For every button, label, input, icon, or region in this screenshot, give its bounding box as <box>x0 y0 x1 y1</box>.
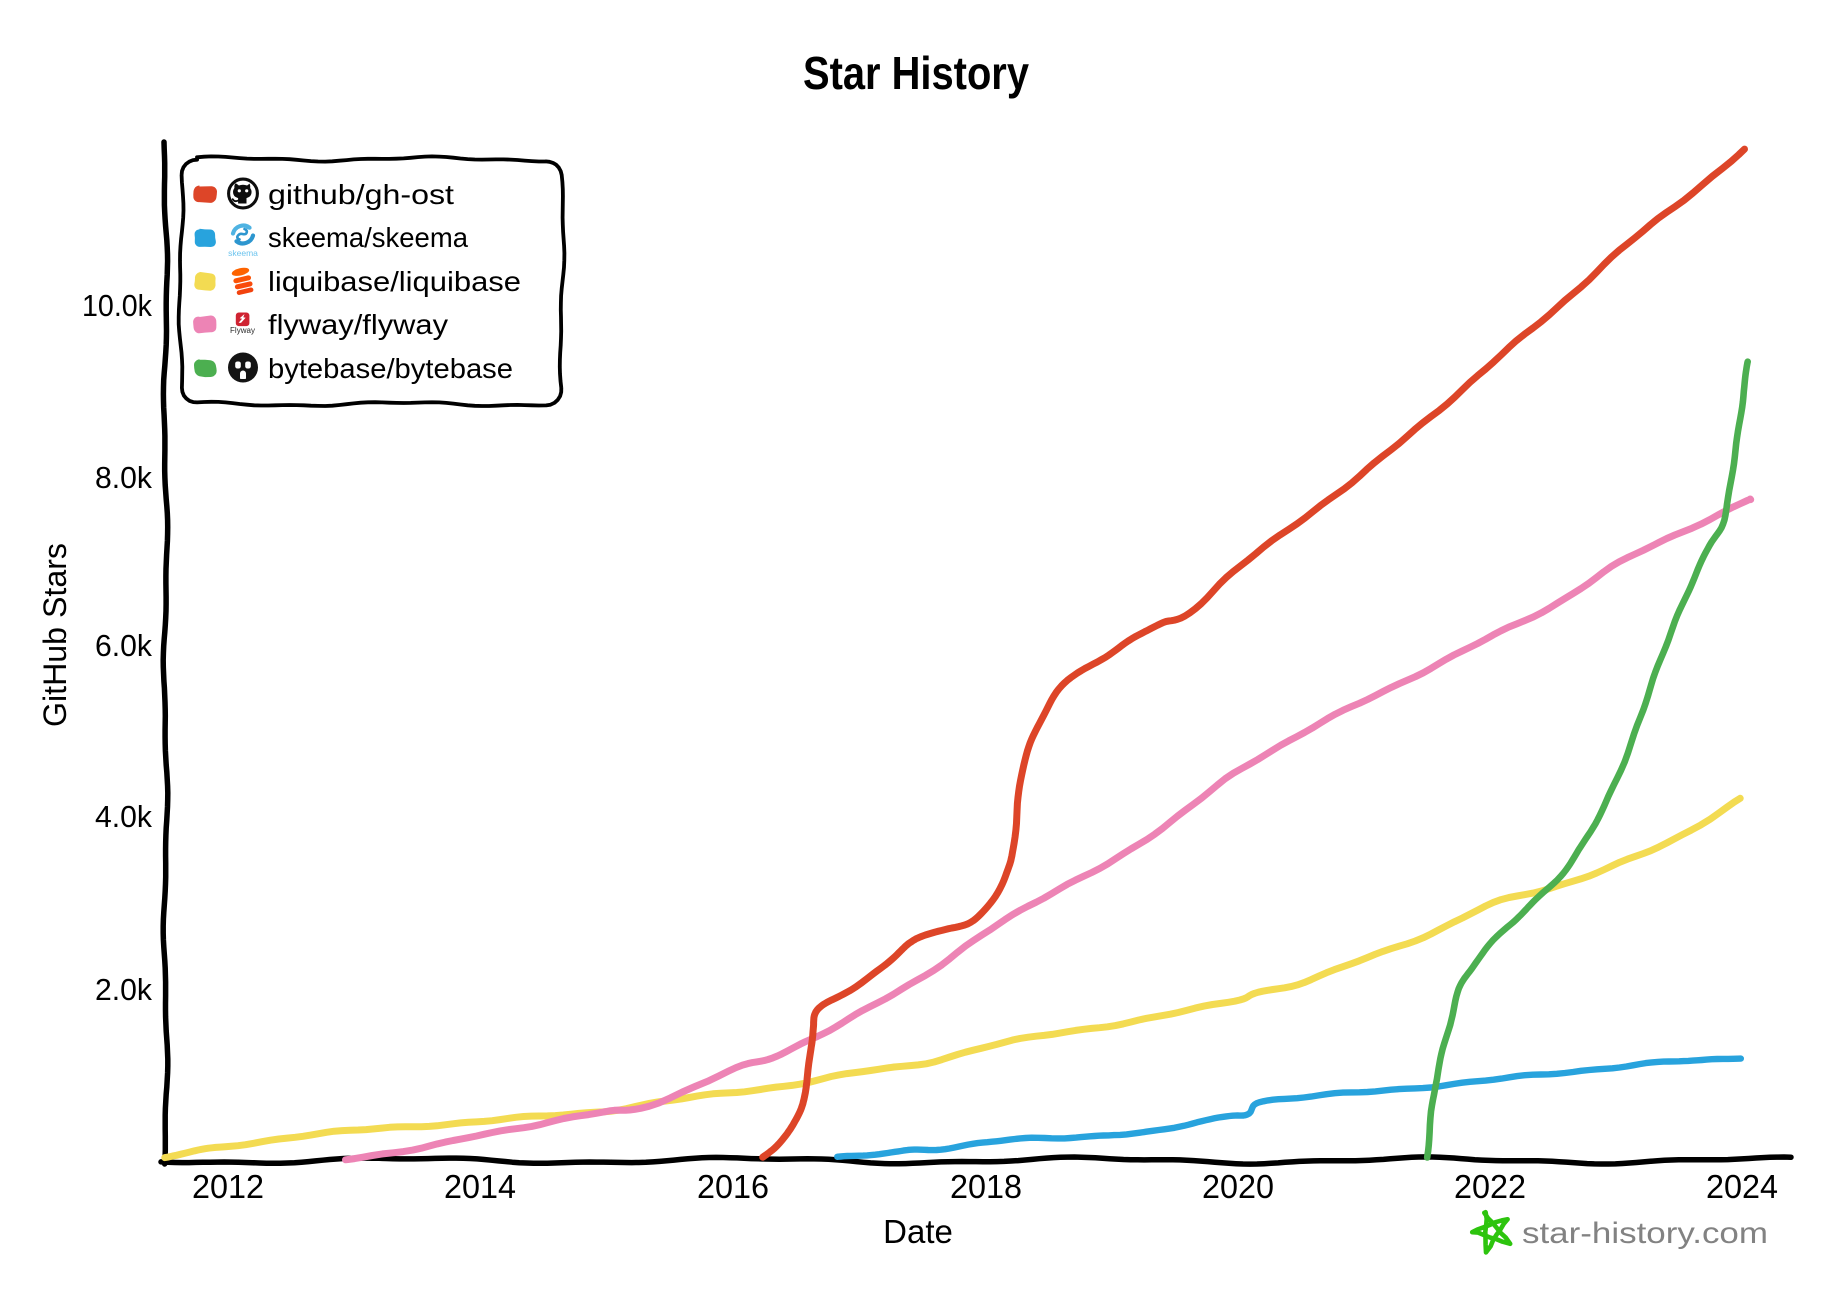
svg-text:2024: 2024 <box>1706 1168 1778 1205</box>
svg-text:Star History: Star History <box>803 47 1029 99</box>
svg-text:github/gh-ost: github/gh-ost <box>268 179 454 210</box>
svg-text:2020: 2020 <box>1202 1168 1274 1205</box>
svg-text:Flyway: Flyway <box>230 326 255 335</box>
svg-text:6.0k: 6.0k <box>95 628 152 663</box>
svg-text:skeema: skeema <box>228 248 258 258</box>
svg-text:2.0k: 2.0k <box>95 972 152 1007</box>
svg-text:liquibase/liquibase: liquibase/liquibase <box>268 266 521 297</box>
svg-text:skeema/skeema: skeema/skeema <box>268 222 468 253</box>
svg-text:GitHub Stars: GitHub Stars <box>37 543 73 727</box>
svg-text:flyway/flyway: flyway/flyway <box>268 309 448 340</box>
svg-text:2018: 2018 <box>950 1168 1022 1205</box>
svg-text:2012: 2012 <box>192 1168 264 1205</box>
svg-text:10.0k: 10.0k <box>82 288 152 323</box>
svg-text:Date: Date <box>883 1213 953 1250</box>
svg-text:2022: 2022 <box>1454 1168 1526 1205</box>
svg-text:2016: 2016 <box>697 1168 769 1205</box>
svg-text:4.0k: 4.0k <box>95 799 152 834</box>
svg-text:8.0k: 8.0k <box>95 460 152 495</box>
svg-text:star-history.com: star-history.com <box>1522 1217 1768 1250</box>
svg-text:2014: 2014 <box>444 1168 516 1205</box>
svg-text:bytebase/bytebase: bytebase/bytebase <box>268 353 513 384</box>
